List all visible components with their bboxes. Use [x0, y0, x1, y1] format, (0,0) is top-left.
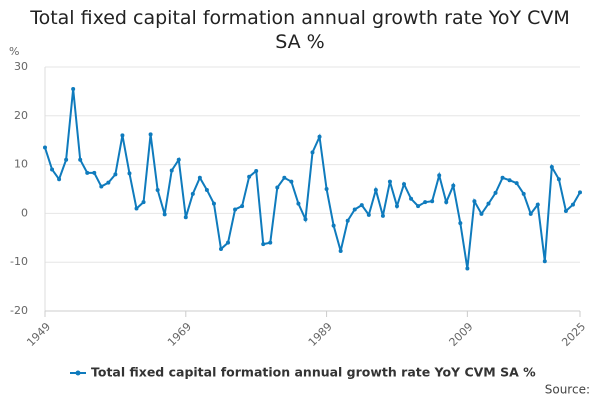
legend-label: Total fixed capital formation annual gro… [91, 365, 536, 380]
y-tick-label: 10 [14, 158, 28, 171]
point [578, 190, 582, 195]
point [176, 157, 181, 162]
point [113, 172, 118, 177]
point [458, 221, 463, 226]
point [500, 175, 505, 180]
point [254, 168, 259, 173]
point [437, 173, 442, 178]
x-tick-label: 1969 [165, 320, 194, 349]
point [282, 175, 287, 180]
point [465, 266, 470, 271]
point [521, 191, 526, 196]
point [85, 170, 90, 175]
point [416, 204, 421, 209]
point [134, 206, 139, 211]
point [352, 207, 357, 212]
point [71, 86, 76, 91]
point [50, 167, 55, 172]
point [556, 177, 561, 182]
point [148, 132, 153, 137]
point [549, 165, 554, 170]
point [127, 171, 132, 176]
point [64, 157, 69, 162]
point [303, 217, 308, 222]
point [211, 201, 216, 206]
y-axis-label: % [9, 45, 19, 58]
point [345, 218, 350, 223]
point [570, 202, 575, 207]
point [92, 170, 97, 175]
point [563, 208, 568, 213]
point [373, 187, 378, 192]
y-tick-label: 20 [14, 109, 28, 122]
point [106, 180, 111, 185]
point [507, 178, 512, 183]
point [366, 212, 371, 217]
point [331, 223, 336, 228]
point [514, 181, 519, 186]
point [141, 200, 146, 205]
point [402, 182, 407, 187]
point [261, 242, 266, 247]
y-tick-label: 30 [14, 60, 28, 73]
point [155, 187, 160, 192]
point [423, 200, 428, 205]
point [486, 201, 491, 206]
point [542, 259, 547, 264]
point [380, 213, 385, 218]
point [479, 211, 484, 216]
point [338, 248, 343, 253]
point [451, 183, 456, 188]
point [190, 191, 195, 196]
point [472, 199, 477, 204]
source: Source: [545, 383, 590, 397]
point [120, 133, 125, 138]
point [359, 203, 364, 208]
point [204, 187, 209, 192]
point [247, 174, 252, 179]
point [233, 207, 238, 212]
point [183, 215, 188, 220]
point [387, 179, 392, 184]
x-tick-label: 1989 [306, 320, 335, 349]
point [57, 177, 62, 182]
point [43, 145, 47, 150]
y-tick-label: 0 [21, 206, 28, 219]
point [310, 150, 315, 155]
point [430, 199, 435, 204]
x-tick-label: 2025 [559, 320, 588, 349]
point [169, 168, 174, 173]
point [226, 240, 231, 245]
point [162, 212, 167, 217]
y-tick-label: -20 [10, 304, 28, 317]
point [535, 202, 540, 207]
x-tick-label: 1949 [24, 320, 53, 349]
point [493, 190, 498, 195]
point [240, 204, 245, 209]
legend-marker [75, 370, 81, 376]
chart-title: Total fixed capital formation annual gro… [30, 7, 570, 53]
point [528, 211, 533, 216]
point [324, 187, 329, 191]
point [268, 240, 273, 245]
point [317, 134, 322, 139]
point [409, 196, 414, 201]
point [99, 184, 104, 189]
point [275, 185, 280, 190]
y-tick-label: -10 [10, 255, 28, 268]
point [296, 201, 301, 206]
point [444, 200, 449, 205]
point [197, 175, 202, 180]
x-tick-label: 2009 [447, 320, 476, 349]
point [289, 179, 294, 184]
point [78, 157, 83, 162]
point [218, 247, 223, 252]
point [394, 204, 399, 209]
